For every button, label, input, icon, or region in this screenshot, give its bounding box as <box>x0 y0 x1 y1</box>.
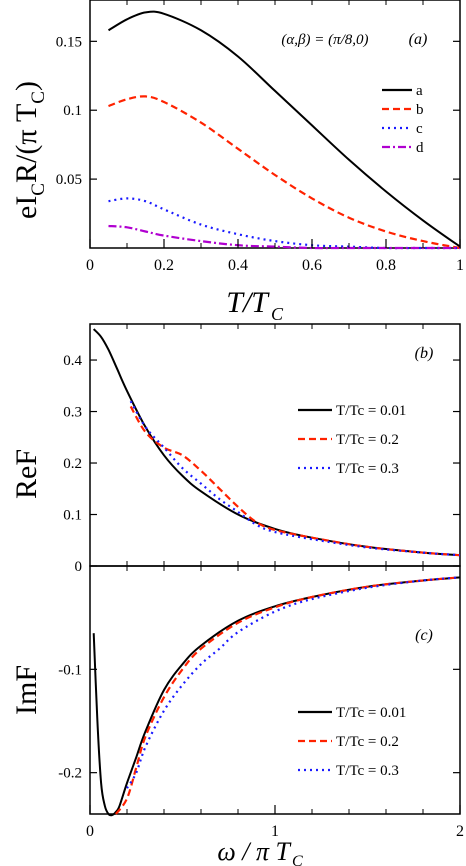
panel-a-annotation: (α,β) = (π/8,0) <box>281 32 368 48</box>
panel-b-series-line <box>129 405 461 557</box>
panel-c-xlabel-sub: C <box>292 853 303 866</box>
legend-label: T/Tc = 0.2 <box>336 432 399 448</box>
panel-a-frame <box>89 0 461 249</box>
panel-c-ylabel: ImF <box>10 665 43 715</box>
x-tick-label: 2 <box>456 823 464 840</box>
panel-c-xlabel: ω / π T <box>217 837 291 866</box>
panel-b: 00.10.20.30.4 (b) T/Tc = 0.01T/Tc = 0.2T… <box>10 323 461 575</box>
panel-a-series-line <box>108 95 461 250</box>
x-tick-label: 1 <box>271 823 279 840</box>
y-tick-label: 0.15 <box>56 34 82 50</box>
legend-label: T/Tc = 0.2 <box>336 734 399 750</box>
legend-label: T/Tc = 0.3 <box>336 461 399 477</box>
panel-a-ylabel: eICR/(π TC) <box>10 81 49 219</box>
legend-label: c <box>416 121 423 137</box>
panel-c-series-line <box>126 576 461 789</box>
legend-label: a <box>416 83 423 99</box>
panel-c-series-line <box>115 576 461 815</box>
legend-label: d <box>416 140 424 156</box>
panel-a-series-line <box>108 224 460 250</box>
panel-a-series-line <box>107 10 461 248</box>
y-tick-label: 0.4 <box>63 353 82 369</box>
panel-b-legend: T/Tc = 0.01 T/Tc = 0.2 T/Tc = 0.3 <box>298 403 406 477</box>
y-tick-label: 0.3 <box>63 405 82 421</box>
panel-a-xlabel-sub: C <box>271 304 284 324</box>
panel-b-ylabel: ReF <box>10 449 43 499</box>
legend-label: b <box>416 102 424 118</box>
panel-c-label: (c) <box>415 627 433 644</box>
legend-label: T/Tc = 0.01 <box>336 705 406 721</box>
panel-c: -0.1-0.20 1 2 (c) T/Tc = 0.01T/Tc = 0.2T/T… <box>10 565 464 866</box>
panel-a-xlabel: T/T <box>226 286 270 319</box>
panel-a-label: (a) <box>409 31 428 48</box>
y-tick-label: 0 <box>75 559 83 575</box>
y-tick-label: 0.1 <box>63 103 82 119</box>
legend-label: T/Tc = 0.01 <box>336 403 406 419</box>
panel-b-label: (b) <box>415 345 434 362</box>
y-tick-label: -0.2 <box>58 766 82 782</box>
y-tick-label: 0.05 <box>56 172 82 188</box>
y-tick-label: 0.1 <box>63 508 82 524</box>
x-tick-label: 0.8 <box>376 257 396 274</box>
panel-a-series-line <box>108 197 460 250</box>
x-tick-label: 0 <box>86 257 94 274</box>
x-tick-label: 1 <box>456 257 464 274</box>
legend-label: T/Tc = 0.3 <box>336 763 399 779</box>
x-tick-label: 0.2 <box>154 257 174 274</box>
y-tick-label: -0.1 <box>58 662 82 678</box>
panel-a: 0.05 0.1 0.15 0 0.2 0.4 0.6 0.8 1 (a) (α,β) = (π… <box>10 0 464 324</box>
panel-c-series-line <box>92 576 461 817</box>
x-tick-label: 0.4 <box>228 257 248 274</box>
x-tick-label: 0 <box>86 823 94 840</box>
panel-b-series-line <box>92 328 461 557</box>
x-tick-label: 0.6 <box>302 257 322 274</box>
panel-b-series-line <box>129 400 461 557</box>
y-tick-label: 0.2 <box>63 456 82 472</box>
panel-c-frame <box>89 565 461 815</box>
panel-c-legend: T/Tc = 0.01 T/Tc = 0.2 T/Tc = 0.3 <box>298 705 406 779</box>
